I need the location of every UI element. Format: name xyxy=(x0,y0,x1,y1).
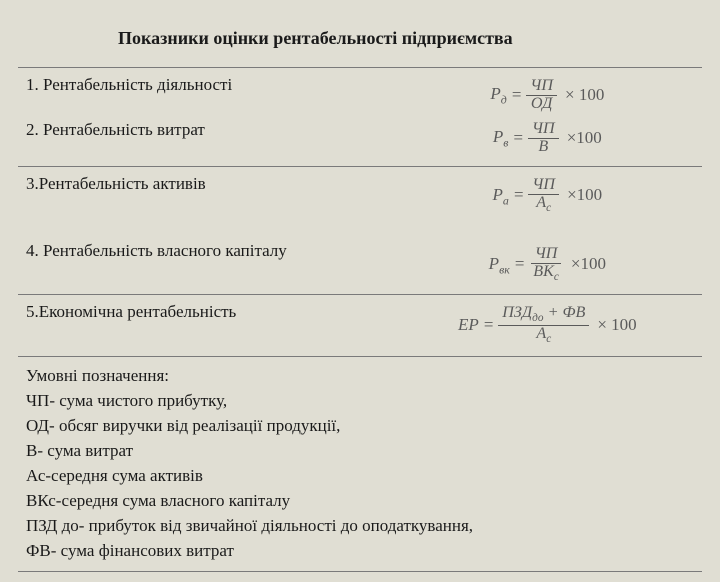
row1-formulas: Рд = ЧПОД × 100 Рв = ЧПВ ×100 xyxy=(393,68,702,167)
legend-line: Умовні позначення: xyxy=(26,365,694,388)
table-row: 1. Рентабельність діяльності 2. Рентабел… xyxy=(18,68,702,167)
formula-er: ЕР = ПЗДдо + ФВ Ас × 100 xyxy=(458,305,637,346)
row2-formulas: Ра = ЧПАс ×100 Рвк = ЧПВКс ×100 xyxy=(393,166,702,294)
row2-label1: 3.Рентабельність активів xyxy=(26,174,206,193)
legend-line: В- сума витрат xyxy=(26,440,694,463)
row1-label1: 1. Рентабельність діяльності xyxy=(26,75,232,94)
formula-rv: Рв = ЧПВ ×100 xyxy=(493,121,602,156)
legend-line: ОД- обсяг виручки від реалізації продукц… xyxy=(26,415,694,438)
row2-labels: 3.Рентабельність активів 4. Рентабельніс… xyxy=(18,166,393,294)
legend-row: Умовні позначення: ЧП- сума чистого приб… xyxy=(18,357,702,572)
legend-line: Ас-середня сума активів xyxy=(26,465,694,488)
legend-line: ПЗД до- прибуток від звичайної діяльност… xyxy=(26,515,694,538)
row3-label: 5.Економічна рентабельність xyxy=(18,294,393,356)
page-title: Показники оцінки рентабельності підприєм… xyxy=(118,28,702,49)
row3-formula: ЕР = ПЗДдо + ФВ Ас × 100 xyxy=(393,294,702,356)
row1-label2: 2. Рентабельність витрат xyxy=(26,120,205,139)
legend-line: ЧП- сума чистого прибутку, xyxy=(26,390,694,413)
legend-cell: Умовні позначення: ЧП- сума чистого приб… xyxy=(18,357,702,572)
formula-rd: Рд = ЧПОД × 100 xyxy=(490,78,604,113)
legend-line: ВКс-середня сума власного капіталу xyxy=(26,490,694,513)
slide: Показники оцінки рентабельності підприєм… xyxy=(0,0,720,582)
row2-label2: 4. Рентабельність власного капіталу xyxy=(26,241,287,260)
table-row: 3.Рентабельність активів 4. Рентабельніс… xyxy=(18,166,702,294)
indicators-table: 1. Рентабельність діяльності 2. Рентабел… xyxy=(18,67,702,572)
table-row: 5.Економічна рентабельність ЕР = ПЗДдо +… xyxy=(18,294,702,356)
row1-labels: 1. Рентабельність діяльності 2. Рентабел… xyxy=(18,68,393,167)
formula-ra: Ра = ЧПАс ×100 xyxy=(492,177,602,215)
formula-rvk: Рвк = ЧПВКс ×100 xyxy=(489,246,606,284)
legend-line: ФВ- сума фінансових витрат xyxy=(26,540,694,563)
